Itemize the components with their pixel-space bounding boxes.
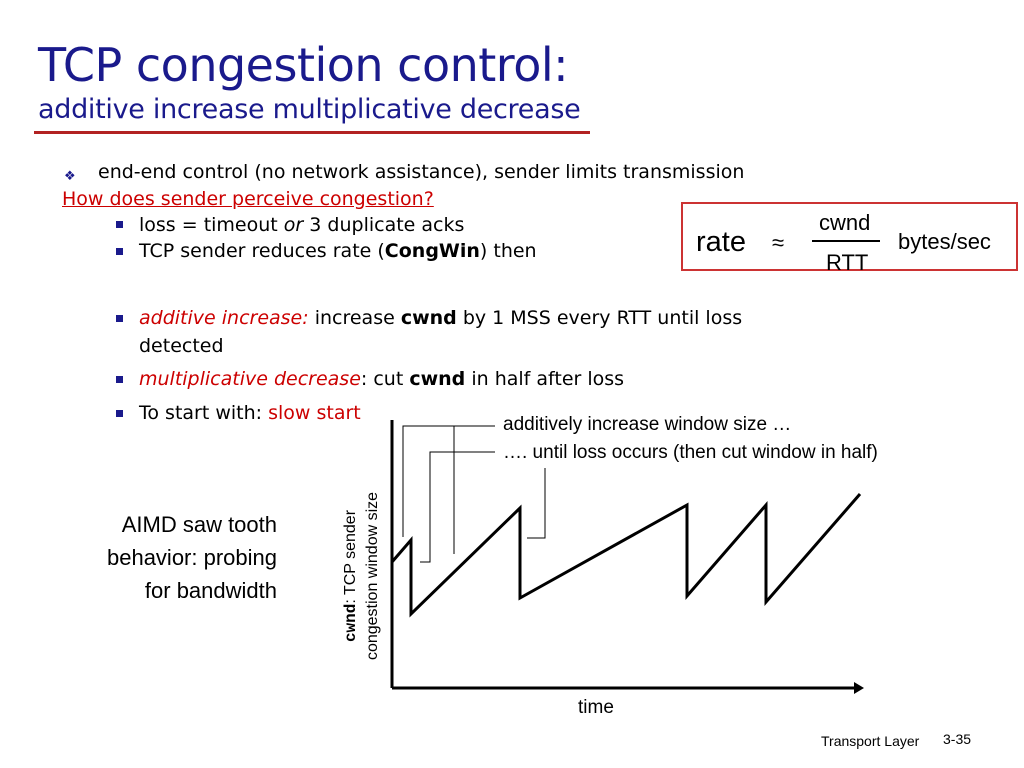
page-number: 3-35 — [943, 731, 972, 747]
caption-line-2: behavior: probing — [106, 545, 277, 570]
diamond-bullet-icon: ❖ — [64, 168, 76, 183]
bullet-additive-increase-cont: detected — [139, 335, 224, 357]
bullet-loss: loss = timeout or 3 duplicate acks — [139, 214, 465, 236]
formula-unit: bytes/sec — [898, 229, 991, 254]
approx-symbol: ≈ — [772, 230, 785, 255]
aimd-caption: AIMD saw tooth behavior: probing for ban… — [20, 508, 277, 607]
x-axis-arrow-icon — [854, 682, 864, 694]
annotation-loss: …. until loss occurs (then cut window in… — [503, 442, 878, 463]
formula-denominator: RTT — [826, 250, 869, 275]
caption-line-3: for bandwidth — [144, 578, 277, 603]
bullet-end-end-control: end-end control (no network assistance),… — [98, 161, 745, 183]
callout-line-4 — [527, 468, 546, 539]
formula-rate: rate — [696, 226, 746, 258]
caption-line-1: AIMD saw tooth — [121, 512, 277, 537]
title-underline — [34, 131, 590, 134]
y-axis-label: cwnd: TCP sender congestion window size — [342, 491, 381, 661]
slide-subtitle: additive increase multiplicative decreas… — [38, 94, 581, 125]
bullet-slow-start: To start with: slow start — [139, 402, 361, 424]
square-bullet-icon — [116, 315, 123, 322]
x-axis-label: time — [578, 697, 614, 718]
square-bullet-icon — [116, 221, 123, 228]
slide-title: TCP congestion control: — [38, 38, 569, 92]
square-bullet-icon — [116, 248, 123, 255]
sawtooth-curve — [390, 493, 862, 618]
bullet-multiplicative-decrease: multiplicative decrease: cut cwnd in hal… — [139, 368, 625, 390]
square-bullet-icon — [116, 376, 123, 383]
fraction-bar — [812, 240, 880, 242]
square-bullet-icon — [116, 410, 123, 417]
formula-numerator: cwnd — [819, 210, 871, 235]
annotation-additive: additively increase window size … — [503, 414, 792, 435]
callout-line-3 — [420, 451, 495, 563]
callout-line-1 — [402, 425, 495, 537]
footer-label: Transport Layer — [821, 733, 920, 749]
bullet-reduces-rate: TCP sender reduces rate (CongWin) then — [139, 240, 537, 262]
question-heading: How does sender perceive congestion? — [62, 188, 434, 210]
rate-formula-box — [681, 202, 1018, 271]
bullet-additive-increase: additive increase: increase cwnd by 1 MS… — [139, 307, 743, 329]
